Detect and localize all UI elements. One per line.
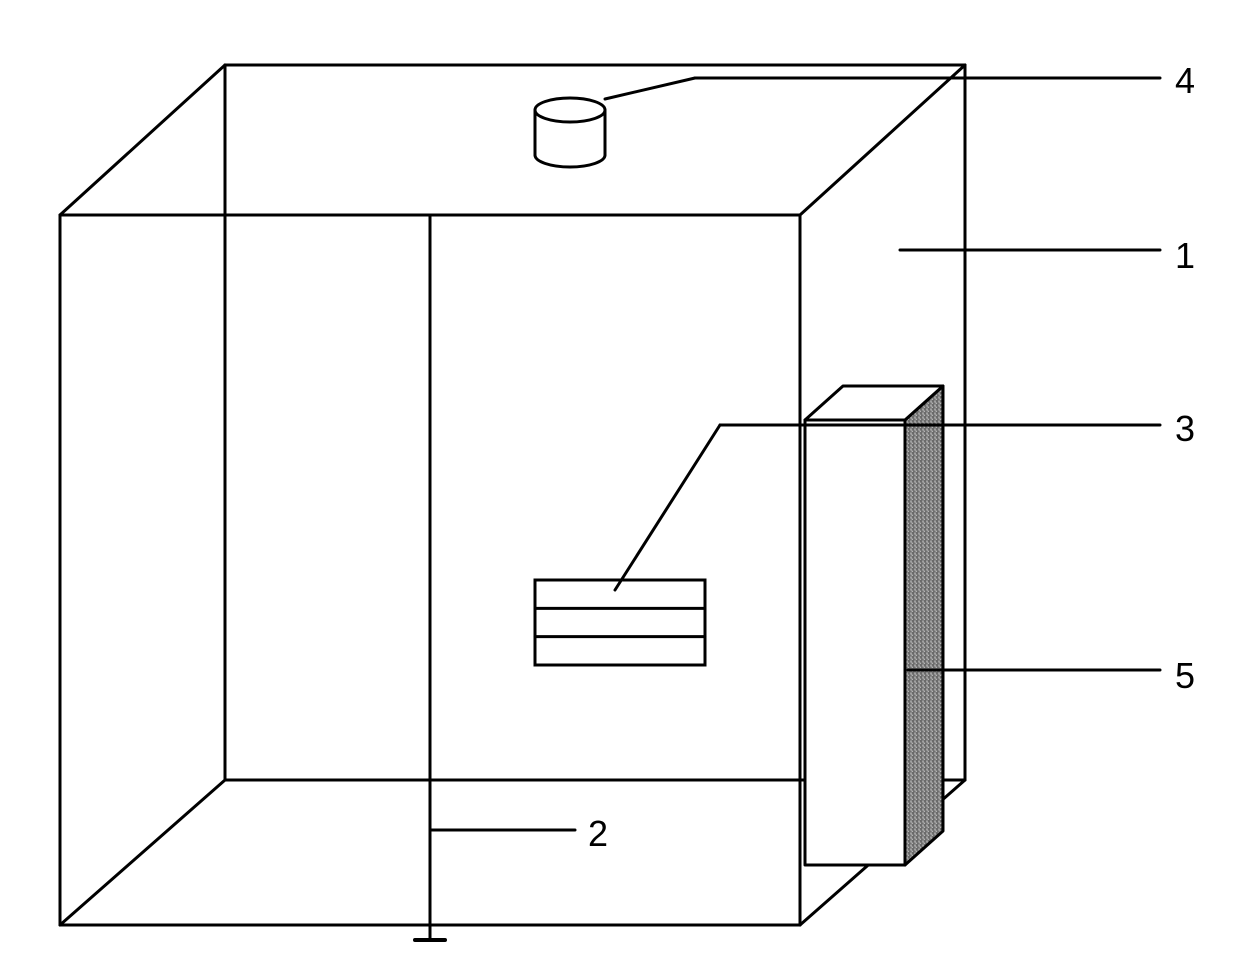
label-4: 4 (1175, 60, 1195, 102)
label-2: 2 (588, 813, 608, 855)
label-5: 5 (1175, 655, 1195, 697)
label-3: 3 (1175, 408, 1195, 450)
technical-diagram (0, 0, 1257, 966)
label-1: 1 (1175, 235, 1195, 277)
